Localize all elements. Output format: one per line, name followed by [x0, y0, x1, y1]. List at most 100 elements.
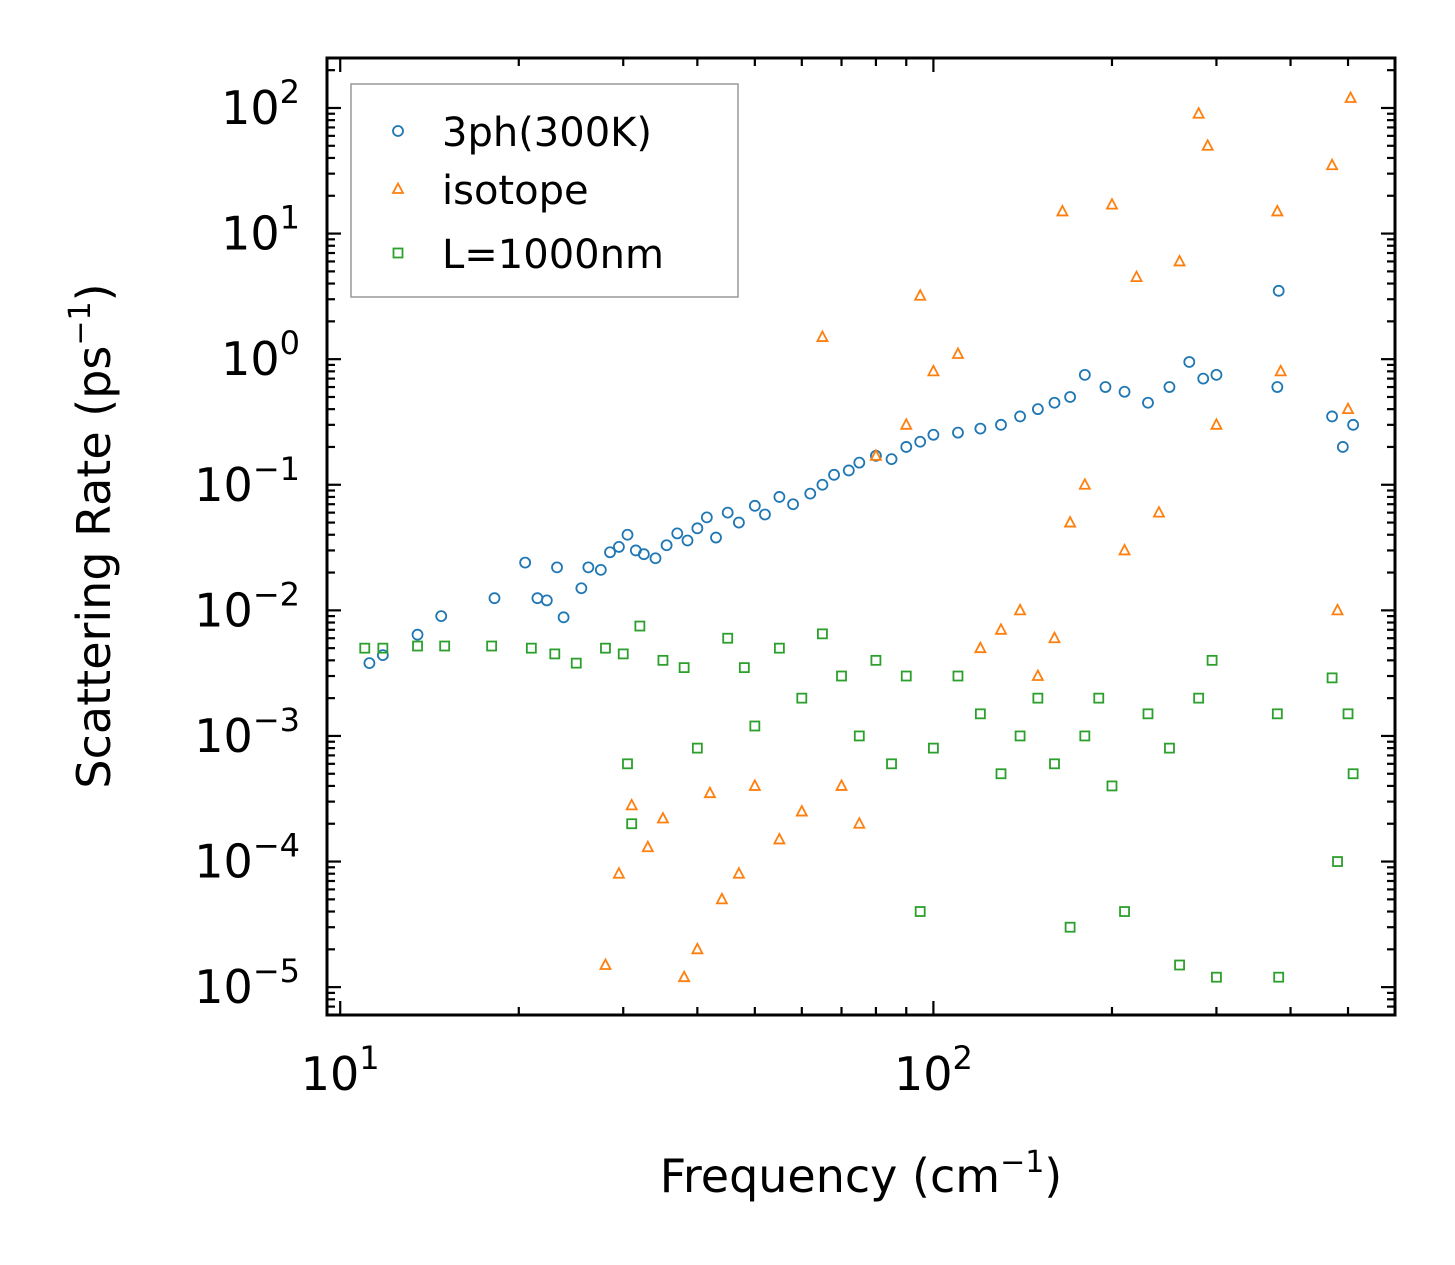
series-2-point-35 [1064, 921, 1076, 933]
series-2-point-42 [1174, 959, 1185, 971]
series-0-point-5 [519, 556, 532, 569]
series-0-point-43 [995, 418, 1007, 431]
series-2-point-6 [549, 648, 561, 660]
series-2-point-22 [836, 670, 847, 682]
series-0-point-37 [885, 453, 898, 466]
legend-label-3ph: 3ph(300K) [442, 110, 652, 156]
x-axis-title: Frequency (cm−1) [660, 1145, 1063, 1203]
y-tick-label-7: 10−5 [194, 952, 300, 1014]
series-1-point-10 [748, 778, 762, 791]
series-2-point-39 [1119, 906, 1130, 917]
series-1-point-3 [641, 839, 655, 853]
x-tick-label-0: 101 [301, 1039, 380, 1101]
series-0-point-53 [1183, 356, 1196, 368]
series-2-point-27 [914, 906, 926, 917]
series-2-point-17 [738, 662, 750, 674]
y-tick-label-4: 10−2 [194, 575, 300, 637]
series-0-point-24 [710, 531, 722, 544]
data-points-layer [359, 90, 1360, 983]
series-1-point-4 [656, 811, 670, 824]
series-2-point-11 [626, 818, 638, 830]
series-1-point-20 [951, 346, 965, 359]
series-0-point-9 [557, 611, 570, 624]
series-1-points [598, 90, 1358, 983]
series-2-point-28 [928, 742, 939, 754]
series-1-point-29 [1105, 197, 1119, 210]
series-2-point-14 [678, 662, 690, 674]
series-0-point-1 [376, 649, 389, 662]
series-2-point-19 [773, 642, 785, 654]
series-0-points [363, 284, 1360, 670]
series-2-point-45 [1211, 971, 1222, 983]
series-2-point-33 [1032, 692, 1044, 704]
series-2-point-50 [1342, 708, 1354, 720]
series-0-point-48 [1078, 368, 1091, 381]
series-0-point-41 [952, 426, 964, 439]
series-1-point-40 [1331, 602, 1345, 616]
series-1-point-7 [703, 785, 717, 799]
series-1-point-15 [852, 816, 866, 829]
series-0-point-0 [363, 657, 376, 670]
series-0-point-56 [1271, 381, 1284, 393]
series-0-point-2 [411, 628, 424, 641]
series-2-point-24 [870, 654, 882, 666]
y-tick-label-1: 101 [221, 199, 300, 261]
series-2-point-3 [439, 640, 451, 652]
series-0-point-51 [1142, 396, 1154, 409]
series-1-point-21 [973, 640, 987, 654]
series-0-point-39 [914, 435, 927, 448]
legend-marker-2 [392, 247, 404, 259]
series-1-point-13 [815, 329, 829, 342]
series-1-point-38 [1274, 363, 1288, 377]
series-1-point-33 [1173, 254, 1187, 267]
series-0-point-12 [594, 563, 607, 576]
series-0-point-18 [649, 552, 662, 565]
series-0-point-25 [721, 506, 734, 519]
series-0-point-26 [732, 516, 745, 529]
series-0-point-22 [691, 522, 704, 535]
series-1-point-5 [677, 969, 691, 983]
series-0-point-14 [613, 541, 625, 553]
series-2-points [359, 620, 1359, 983]
series-2-point-4 [486, 640, 498, 652]
series-1-point-12 [795, 804, 809, 817]
axis-tick-labels: 101 102 102 101 100 10−1 10−2 10−3 10−4 10−5 [194, 73, 973, 1101]
series-1-point-9 [732, 866, 746, 879]
series-1-point-8 [715, 891, 729, 905]
series-2-point-21 [817, 628, 828, 640]
series-2-point-43 [1193, 692, 1205, 704]
y-tick-label-3: 10−1 [194, 450, 300, 512]
series-0-point-49 [1099, 381, 1112, 393]
series-2-point-16 [722, 632, 734, 644]
series-1-point-6 [690, 941, 704, 955]
series-0-point-10 [575, 582, 588, 595]
series-1-point-14 [835, 778, 849, 791]
series-1-point-42 [1344, 90, 1358, 103]
series-2-point-12 [634, 620, 646, 632]
series-0-point-11 [582, 561, 595, 574]
series-0-point-34 [842, 464, 855, 477]
series-0-point-52 [1163, 381, 1176, 393]
series-0-point-60 [1347, 418, 1360, 431]
series-2-point-2 [412, 640, 423, 652]
series-1-point-35 [1201, 138, 1215, 151]
legend-label-isotope: isotope [442, 168, 589, 214]
legend-label-boundary: L=1000nm [442, 232, 664, 278]
series-1-point-37 [1270, 204, 1284, 217]
axis-ticks [327, 58, 1397, 1017]
legend-box [350, 83, 739, 298]
series-1-point-30 [1118, 542, 1132, 556]
series-2-point-44 [1206, 654, 1218, 666]
series-2-point-7 [570, 657, 582, 669]
series-0-point-35 [853, 456, 866, 469]
series-1-point-39 [1325, 157, 1339, 171]
series-1-point-18 [913, 288, 927, 301]
series-1-point-24 [1031, 668, 1045, 681]
series-0-point-15 [621, 528, 634, 541]
series-2-point-1 [377, 642, 389, 654]
series-0-point-30 [787, 498, 799, 511]
y-axis-title: Scattering Rate (ps−1) [63, 283, 121, 788]
series-0-point-13 [604, 546, 616, 559]
y-tick-label-0: 102 [221, 73, 300, 135]
